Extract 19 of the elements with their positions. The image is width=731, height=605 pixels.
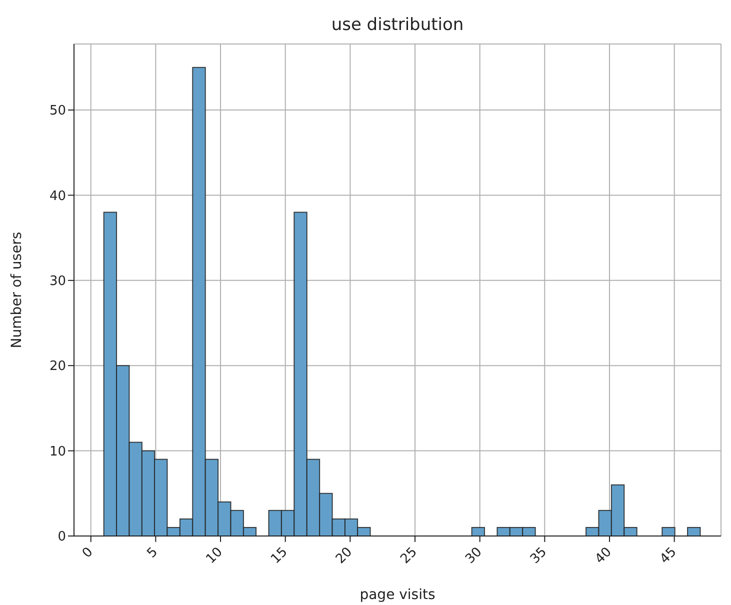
x-axis-title: page visits <box>360 587 436 603</box>
y-tick-label: 0 <box>58 530 66 545</box>
x-tick-label: 20 <box>333 544 356 568</box>
x-tick-label: 30 <box>462 544 486 568</box>
x-tick-label: 10 <box>204 544 226 568</box>
x-tick-label: 5 <box>144 544 161 562</box>
x-tick-label: 45 <box>657 544 680 568</box>
y-tick-label: 50 <box>49 104 66 119</box>
y-axis-title: Number of users <box>8 232 25 348</box>
x-tick-label: 25 <box>398 544 420 568</box>
x-tick-label: 40 <box>592 544 615 568</box>
x-tick-label: 35 <box>528 544 550 568</box>
y-tick-label: 20 <box>49 359 66 374</box>
x-tick-label: 15 <box>268 544 291 568</box>
y-tick-label: 30 <box>49 274 66 290</box>
chart-title: use distribution <box>331 15 464 35</box>
y-tick-label: 10 <box>49 444 66 460</box>
y-tick-label: 40 <box>49 188 66 204</box>
x-tick-label: 0 <box>80 544 96 562</box>
